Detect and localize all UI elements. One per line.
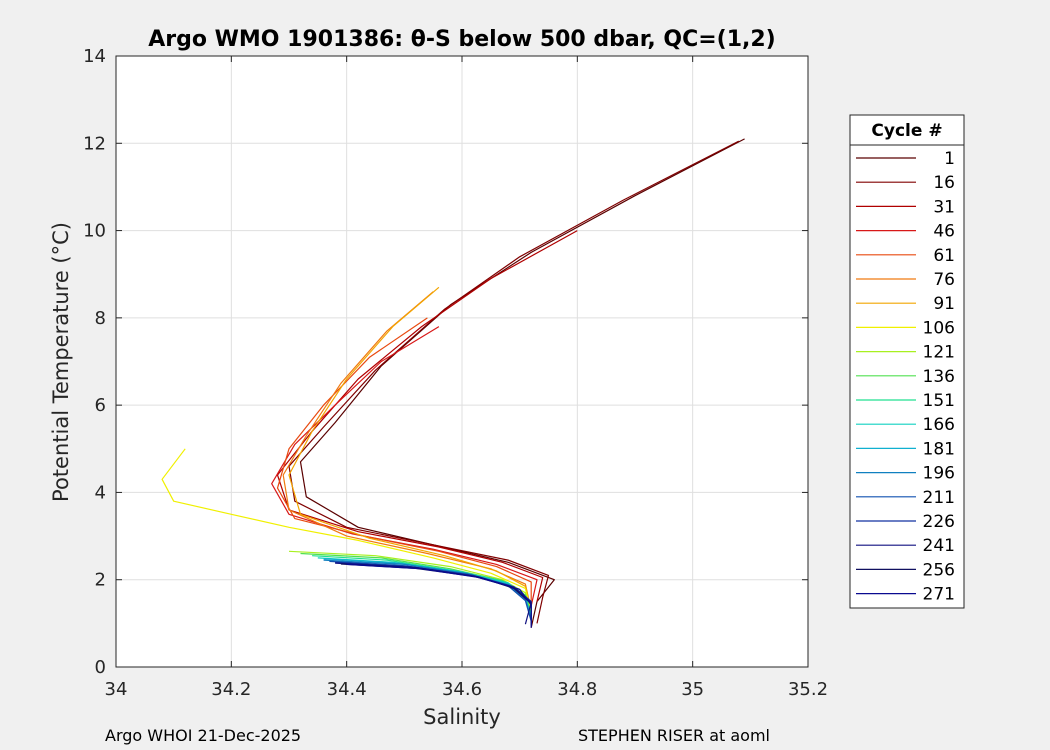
- legend-label-226: 226: [923, 512, 955, 532]
- x-axis-label: Salinity: [423, 705, 501, 729]
- x-tick-label: 35: [681, 679, 704, 700]
- legend-label-46: 46: [933, 222, 955, 242]
- series-line-cycle-121: [288, 550, 532, 613]
- x-tick-label: 34.8: [557, 679, 597, 700]
- legend-label-211: 211: [923, 488, 955, 508]
- x-tick-label: 34: [105, 679, 128, 700]
- legend-label-256: 256: [923, 560, 955, 580]
- chart-title: Argo WMO 1901386: θ-S below 500 dbar, QC…: [148, 27, 776, 52]
- series-line-cycle-46: [271, 326, 538, 607]
- y-axis-label: Potential Temperature (°C): [49, 222, 73, 502]
- legend-label-16: 16: [933, 173, 955, 193]
- series-line-cycle-271: [346, 563, 532, 628]
- y-tick-label: 2: [95, 570, 106, 591]
- x-tick-label: 34.6: [442, 679, 482, 700]
- x-tick-label: 35.2: [788, 679, 828, 700]
- legend-label-1: 1: [944, 149, 955, 169]
- x-tick-label: 34.2: [211, 679, 251, 700]
- legend-label-121: 121: [923, 343, 955, 363]
- series-line-cycle-106: [161, 448, 532, 613]
- axis-ticks: 34 34.2 34.4 34.6 34.8 35 35.2 0 2 4 6 8 10 12 14: [83, 46, 828, 700]
- legend-label-166: 166: [923, 415, 955, 435]
- data-series: [161, 138, 745, 628]
- legend-label-136: 136: [923, 367, 955, 387]
- legend-title: Cycle #: [871, 121, 942, 141]
- y-tick-label: 8: [95, 308, 106, 329]
- y-tick-label: 4: [95, 482, 106, 503]
- legend-label-91: 91: [933, 294, 955, 314]
- legend-label-61: 61: [933, 246, 955, 266]
- legend: Cycle # 1 16 31 46 61 76 91 106 121 136 151 166 181 1…: [849, 114, 965, 609]
- y-tick-label: 14: [83, 46, 106, 67]
- footer-left: Argo WHOI 21-Dec-2025: [105, 726, 302, 745]
- y-tick-label: 10: [83, 221, 106, 242]
- legend-label-271: 271: [923, 585, 955, 605]
- y-tick-label: 6: [95, 395, 106, 416]
- legend-box: [849, 114, 965, 609]
- series-line-cycle-91: [288, 286, 532, 611]
- legend-label-196: 196: [923, 464, 955, 484]
- x-tick-label: 34.4: [327, 679, 367, 700]
- legend-label-106: 106: [923, 318, 955, 338]
- y-tick-label: 0: [95, 657, 106, 678]
- series-line-cycle-1: [299, 138, 745, 628]
- legend-label-151: 151: [923, 391, 955, 411]
- legend-label-76: 76: [933, 270, 955, 290]
- series-line-cycle-31: [276, 230, 578, 602]
- footer-right: STEPHEN RISER at aoml: [578, 726, 770, 745]
- legend-label-31: 31: [933, 197, 955, 217]
- series-line-cycle-61: [276, 317, 532, 606]
- legend-label-181: 181: [923, 439, 955, 459]
- y-tick-label: 12: [83, 133, 106, 154]
- legend-label-241: 241: [923, 536, 955, 556]
